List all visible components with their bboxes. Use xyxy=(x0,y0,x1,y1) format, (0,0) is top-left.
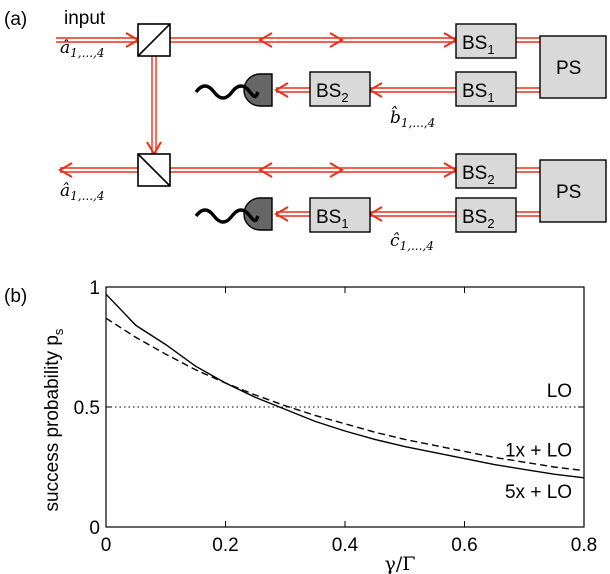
box-bs2-row2-sub: 2 xyxy=(341,90,348,105)
splitter-top xyxy=(137,23,171,57)
box-bs2-row4: BS2 xyxy=(455,197,517,233)
panel-b-label: (b) xyxy=(4,286,27,307)
splitter-bottom xyxy=(137,153,171,187)
svg-text:success probability ps: success probability ps xyxy=(42,328,66,511)
box-bs1-row1-label: BS xyxy=(462,33,487,54)
svg-text:ĉ1,...,4: ĉ1,...,4 xyxy=(390,231,434,253)
beam-bs1-ps-top xyxy=(516,37,540,43)
box-bs2-row2-label: BS xyxy=(316,81,341,102)
box-bs1-row4-sub: 1 xyxy=(341,216,348,231)
svg-text:BS1: BS1 xyxy=(462,33,495,57)
beam-top-row-1 xyxy=(170,32,458,48)
panel-a-label: (a) xyxy=(4,9,27,30)
data-series xyxy=(105,293,585,479)
svg-text:BS2: BS2 xyxy=(462,163,495,187)
box-ps-bottom: PS xyxy=(539,159,607,223)
box-bs1-row2-sub: 1 xyxy=(487,90,494,105)
box-bs1-row4-label: BS xyxy=(316,207,341,228)
box-ps-top: PS xyxy=(539,35,607,99)
svg-text:â1,...,4: â1,...,4 xyxy=(60,38,104,60)
mode-a-in-subscript: 1,...,4 xyxy=(70,46,104,60)
beam-row-3 xyxy=(170,162,458,178)
svg-text:BS2: BS2 xyxy=(316,81,349,105)
svg-text:â1,...,4: â1,...,4 xyxy=(60,181,104,203)
y-tick-label: 0.5 xyxy=(74,398,100,419)
box-bs1-row1: BS1 xyxy=(455,23,517,59)
y-tick-label: 1 xyxy=(89,278,100,299)
beams xyxy=(56,32,540,222)
series-line-5x-lo xyxy=(105,293,585,479)
mode-a-in-symbol: â xyxy=(60,38,70,58)
mode-a-out-symbol: â xyxy=(60,181,70,201)
mode-c-symbol: ĉ xyxy=(390,231,400,251)
box-bs2-row3: BS2 xyxy=(455,153,517,189)
beam-bs2-ps-row3 xyxy=(516,167,540,173)
box-bs1-row1-sub: 1 xyxy=(487,42,494,57)
y-axis-title: success probability ps xyxy=(42,328,66,511)
axis-ticks: 0 0.2 0.4 0.6 0.8 0 0.5 1 xyxy=(74,278,598,556)
box-bs2-row3-sub: 2 xyxy=(487,172,494,187)
box-bs2-row3-label: BS xyxy=(462,163,487,184)
x-tick-label: 0 xyxy=(101,535,112,556)
y-axis-title-sub: s xyxy=(51,328,66,335)
detector-icon-top xyxy=(194,73,273,107)
svg-text:BS1: BS1 xyxy=(462,81,495,105)
x-tick-label: 0.8 xyxy=(571,535,597,556)
beam-row-2-detector xyxy=(274,82,310,98)
mode-b-subscript: 1,...,4 xyxy=(401,116,435,130)
beam-row-2 xyxy=(368,82,456,98)
box-bs2-row2: BS2 xyxy=(309,71,371,107)
box-bs2-row4-sub: 2 xyxy=(487,216,494,231)
panel-b: (b) success probability ps γ/Γ 0 0.2 0.4 0.… xyxy=(4,278,597,574)
box-ps-top-label: PS xyxy=(556,58,581,79)
y-axis-title-text: success probability p xyxy=(42,335,63,511)
detector-icon-bottom xyxy=(194,197,273,231)
panel-a: (a) input â1,...,4 xyxy=(4,8,607,253)
mode-b-symbol: b̂ xyxy=(390,106,401,128)
x-tick-label: 0.4 xyxy=(332,535,359,556)
beam-bs1-ps-row2 xyxy=(516,87,540,93)
output-beam xyxy=(58,162,138,178)
beam-row-4 xyxy=(368,206,456,222)
y-tick-label: 0 xyxy=(89,518,100,539)
box-ps-bottom-label: PS xyxy=(556,182,581,203)
curve-label: 1x + LO xyxy=(505,441,572,462)
curve-label: 5x + LO xyxy=(505,482,572,503)
mode-c-subscript: 1,...,4 xyxy=(400,239,434,253)
beam-row-4-detector xyxy=(274,206,310,222)
x-tick-label: 0.2 xyxy=(212,535,238,556)
box-bs1-row4: BS1 xyxy=(309,197,371,233)
x-tick-label: 0.6 xyxy=(451,535,477,556)
series-line-1x-lo xyxy=(105,317,585,472)
svg-text:BS2: BS2 xyxy=(462,207,495,231)
box-bs1-row2-label: BS xyxy=(462,81,487,102)
curve-label: LO xyxy=(547,381,572,402)
svg-text:b̂1,...,4: b̂1,...,4 xyxy=(390,106,435,130)
curve-labels: 5x + LO 1x + LO LO xyxy=(505,381,572,503)
box-bs1-row2: BS1 xyxy=(455,71,517,107)
x-axis-title: γ/Γ xyxy=(385,553,416,574)
beam-vertical xyxy=(146,56,162,156)
mode-a-out-subscript: 1,...,4 xyxy=(70,189,104,203)
mode-a-in-label: â1,...,4 xyxy=(60,38,104,60)
box-bs2-row4-label: BS xyxy=(462,207,487,228)
beam-bs2-ps-row4 xyxy=(516,211,540,217)
input-label: input xyxy=(64,8,106,29)
svg-text:BS1: BS1 xyxy=(316,207,349,231)
